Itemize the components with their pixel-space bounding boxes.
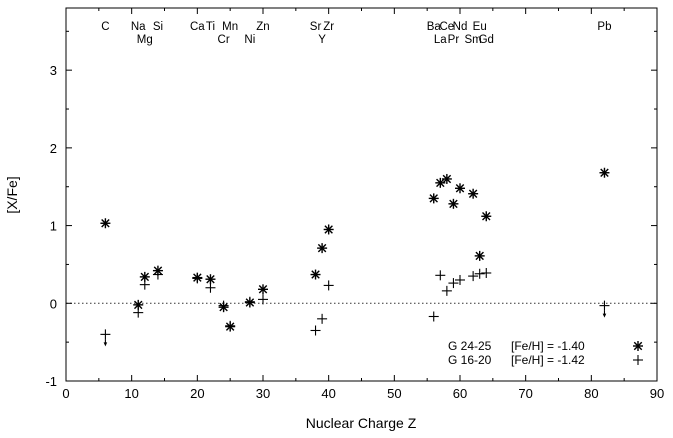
plus-marker (258, 294, 268, 305)
x-tick-label: 20 (190, 386, 204, 401)
element-label: Ba (427, 21, 442, 33)
plus-marker (474, 268, 485, 279)
element-label: Ca (190, 21, 205, 33)
element-label: Ce (440, 21, 455, 33)
x-tick-label: 0 (62, 386, 69, 401)
x-tick-label: 90 (650, 386, 664, 401)
element-label: Ti (206, 21, 215, 33)
asterisk-marker (100, 218, 111, 229)
x-tick-label: 10 (124, 386, 138, 401)
element-label: Mn (222, 21, 238, 33)
element-label: Si (153, 21, 163, 33)
legend-series-label: [Fe/H] = -1.40 (511, 339, 585, 353)
asterisk-marker (323, 224, 334, 235)
x-tick-label: 80 (584, 386, 598, 401)
plus-marker (633, 355, 643, 365)
element-label: Sm (465, 34, 482, 46)
plus-marker (317, 313, 328, 324)
y-tick-label: 2 (50, 141, 57, 156)
plus-marker-upper-limit (100, 329, 111, 347)
plus-marker (244, 296, 255, 307)
element-label: Cr (218, 34, 230, 46)
asterisk-marker (468, 188, 479, 199)
legend-series-label: [Fe/H] = -1.42 (511, 353, 585, 367)
asterisk-marker (455, 183, 465, 194)
legend: G 24-25 [Fe/H] = -1.40 G 16-20 [Fe/H] = -1.… (448, 339, 643, 367)
data-points (100, 167, 610, 347)
asterisk-marker (481, 211, 492, 222)
plus-marker (133, 307, 144, 318)
element-label: Sr (310, 21, 322, 33)
element-label: Zn (256, 21, 269, 33)
y-tick-label: 3 (50, 63, 57, 78)
plus-marker (225, 320, 236, 331)
element-label: Mg (137, 34, 153, 46)
asterisk-marker (633, 341, 643, 351)
asterisk-marker (448, 198, 459, 209)
element-label: La (434, 34, 447, 46)
asterisk-marker (317, 243, 328, 254)
x-axis-ticks: 0 10 20 30 40 50 60 70 80 90 (62, 8, 664, 401)
asterisk-marker (428, 193, 439, 204)
plus-marker (435, 270, 446, 281)
plus-marker (192, 273, 203, 284)
element-label: C (101, 21, 109, 33)
element-label: Pr (448, 34, 460, 46)
x-tick-label: 40 (321, 386, 335, 401)
asterisk-marker (139, 271, 150, 282)
plus-marker (323, 280, 334, 291)
element-label: Na (131, 21, 146, 33)
y-tick-label: 1 (50, 219, 57, 234)
element-label: Gd (479, 34, 494, 46)
plot-frame (65, 7, 658, 382)
plus-marker (455, 274, 465, 285)
legend-series-name: G 24-25 (448, 339, 492, 353)
x-tick-label: 70 (518, 386, 532, 401)
asterisk-marker (474, 250, 485, 261)
legend-series-name: G 16-20 (448, 353, 492, 367)
element-label: Y (318, 34, 326, 46)
asterisk-marker (310, 269, 321, 280)
element-label: Ni (244, 34, 255, 46)
x-axis-title: Nuclear Charge Z (306, 415, 417, 431)
plus-marker (481, 267, 492, 278)
plus-marker (205, 282, 216, 293)
element-label: Pb (597, 21, 611, 33)
plus-marker (310, 325, 321, 336)
asterisk-marker (258, 284, 268, 295)
y-tick-label: -1 (45, 374, 57, 389)
asterisk-marker (435, 177, 446, 188)
plus-marker (139, 279, 150, 290)
plus-marker (152, 269, 163, 280)
y-axis-ticks: -1 0 1 2 3 (45, 30, 657, 389)
plus-marker (441, 285, 452, 296)
plus-marker (448, 278, 459, 289)
asterisk-marker (441, 173, 452, 184)
element-label: Nd (453, 21, 468, 33)
asterisk-marker (205, 274, 216, 285)
plus-marker (218, 300, 229, 311)
y-axis-title: [X/Fe] (4, 176, 20, 213)
element-label: Zr (323, 21, 334, 33)
plus-marker (468, 271, 479, 282)
plus-marker (428, 311, 439, 322)
plus-marker-upper-limit (599, 300, 610, 318)
element-label: Eu (473, 21, 487, 33)
asterisk-marker (599, 167, 610, 178)
x-tick-label: 60 (453, 386, 467, 401)
asterisk-marker (133, 299, 144, 310)
y-tick-label: 0 (50, 296, 57, 311)
x-tick-label: 50 (387, 386, 401, 401)
x-tick-label: 30 (256, 386, 270, 401)
